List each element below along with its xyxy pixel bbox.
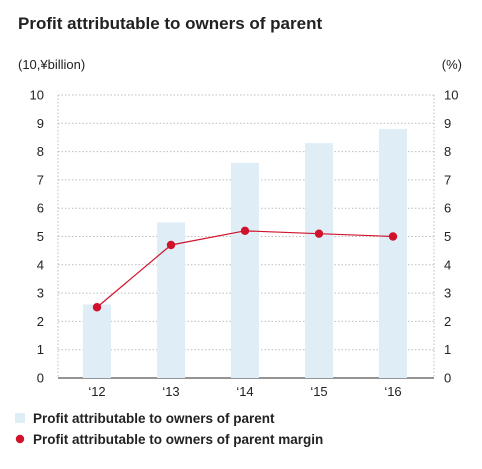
left-tick-label: 6 — [37, 201, 44, 216]
category-label: ‘12 — [88, 384, 105, 399]
right-tick-label: 9 — [444, 116, 451, 131]
right-tick-label: 5 — [444, 229, 451, 244]
left-tick-label: 5 — [37, 229, 44, 244]
right-tick-label: 6 — [444, 201, 451, 216]
legend-bar-label: Profit attributable to owners of parent — [33, 411, 275, 426]
right-tick-label: 1 — [444, 342, 451, 357]
category-label: ‘14 — [236, 384, 253, 399]
right-tick-label: 8 — [444, 144, 451, 159]
left-tick-label: 1 — [37, 342, 44, 357]
bar-layer — [83, 129, 407, 378]
right-tick-label: 10 — [444, 88, 458, 103]
left-tick-label: 8 — [37, 144, 44, 159]
bar — [83, 304, 111, 378]
left-tick-label: 4 — [37, 257, 44, 272]
category-label: ‘13 — [162, 384, 179, 399]
legend-bar-swatch — [15, 413, 25, 423]
line-point — [241, 227, 249, 235]
left-axis-unit: (10,¥billion) — [18, 57, 85, 72]
bar — [305, 143, 333, 378]
chart-title: Profit attributable to owners of parent — [18, 14, 322, 33]
line-point — [315, 229, 323, 237]
category-label: ‘16 — [384, 384, 401, 399]
right-tick-label: 0 — [444, 371, 451, 386]
legend: Profit attributable to owners of parent P… — [15, 411, 323, 447]
right-tick-label: 4 — [444, 257, 451, 272]
left-tick-label: 3 — [37, 286, 44, 301]
left-tick-label: 2 — [37, 314, 44, 329]
line-point — [389, 232, 397, 240]
right-tick-label: 2 — [444, 314, 451, 329]
bar — [379, 129, 407, 378]
left-tick-label: 9 — [37, 116, 44, 131]
left-tick-label: 7 — [37, 172, 44, 187]
legend-line-label: Profit attributable to owners of parent … — [33, 432, 323, 447]
category-label: ‘15 — [310, 384, 327, 399]
right-tick-label: 7 — [444, 172, 451, 187]
right-axis-unit: (%) — [442, 57, 462, 72]
left-tick-label: 10 — [30, 88, 44, 103]
legend-line-marker — [16, 435, 24, 443]
left-tick-label: 0 — [37, 371, 44, 386]
bar — [231, 163, 259, 378]
right-tick-label: 3 — [444, 286, 451, 301]
line-point — [167, 241, 175, 249]
line-point — [93, 303, 101, 311]
